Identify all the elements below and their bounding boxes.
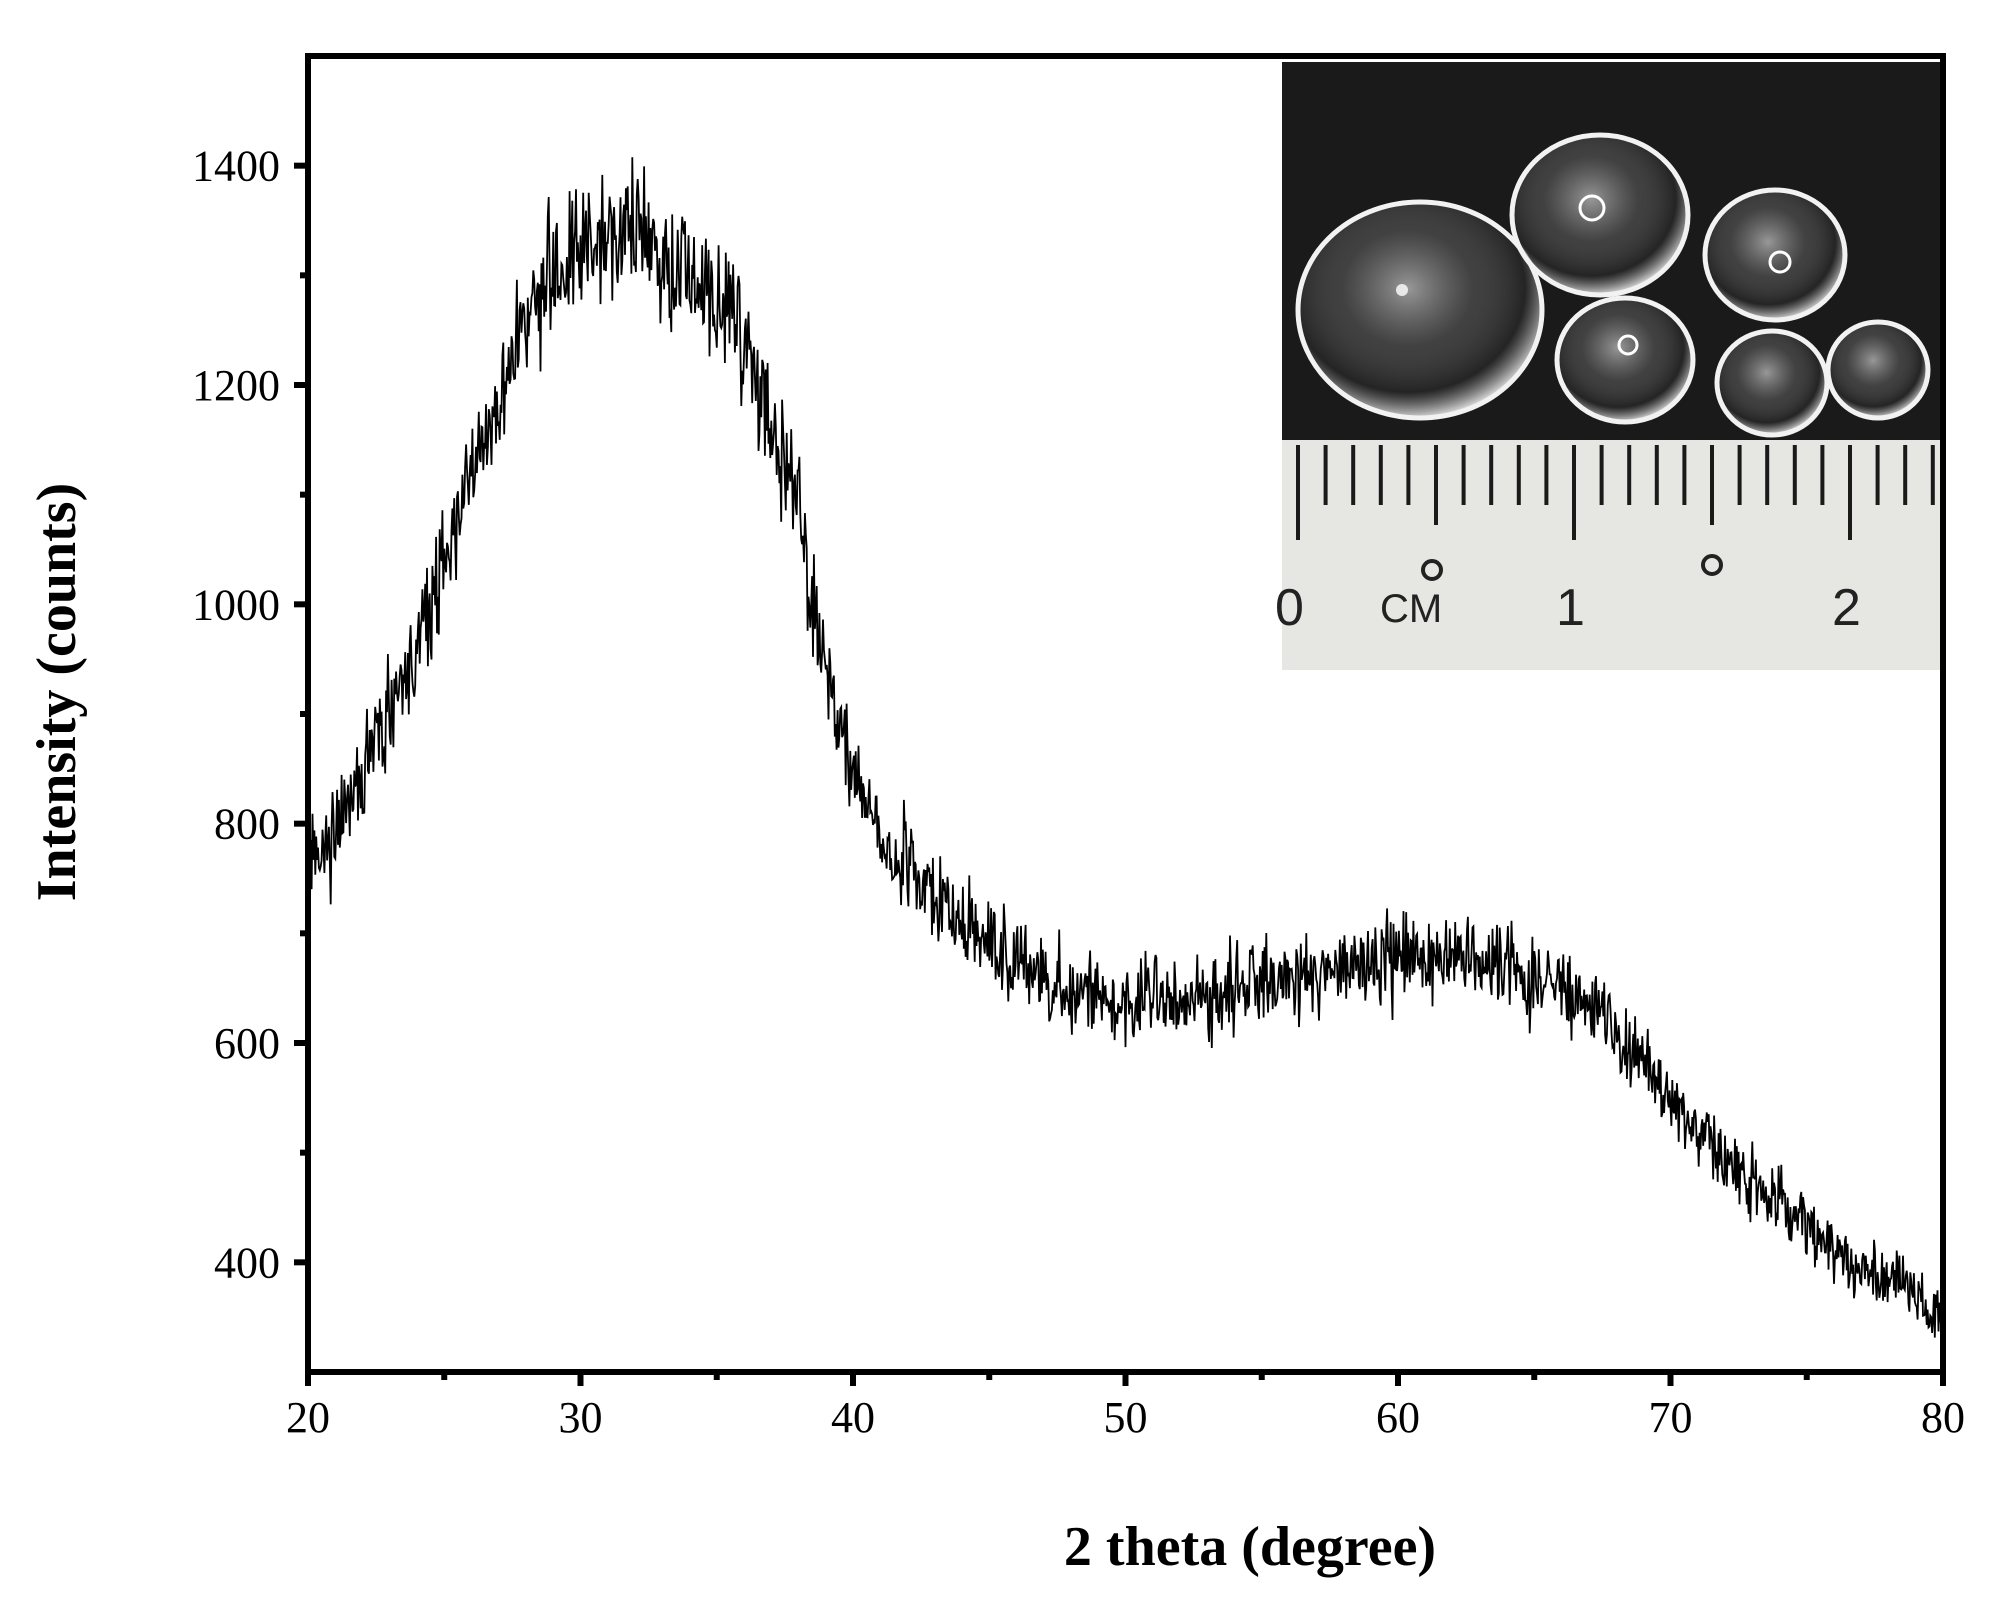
- glass-beads: [1295, 132, 1931, 438]
- glass-bead: [1825, 319, 1931, 421]
- ruler-body: [1282, 440, 1942, 670]
- y-tick-label: 600: [214, 1019, 280, 1068]
- x-tick-label: 60: [1376, 1393, 1420, 1442]
- x-tick-label: 50: [1104, 1393, 1148, 1442]
- y-tick-label: 400: [214, 1238, 280, 1287]
- x-tick-label: 40: [831, 1393, 875, 1442]
- x-tick-label: 80: [1921, 1393, 1965, 1442]
- x-tick-label: 70: [1649, 1393, 1693, 1442]
- glass-bead: [1295, 199, 1545, 421]
- ruler-ticks: [1296, 445, 1935, 540]
- x-tick-label: 20: [286, 1393, 330, 1442]
- y-tick-label: 1200: [192, 361, 280, 410]
- ruler-label-unit: CM: [1380, 587, 1442, 631]
- y-axis-title: Intensity (counts): [26, 483, 88, 901]
- ruler-hole: [1701, 554, 1723, 576]
- x-axis-title: 2 theta (degree): [1064, 1516, 1436, 1578]
- y-tick-label: 1400: [192, 142, 280, 191]
- y-tick-label: 800: [214, 800, 280, 849]
- axes: [294, 53, 1946, 1386]
- y-tick-label: 1000: [192, 580, 280, 629]
- glass-bead: [1554, 295, 1696, 425]
- ruler-label-2: 2: [1832, 579, 1861, 637]
- x-tick-label: 30: [559, 1393, 603, 1442]
- ruler-hole: [1421, 559, 1443, 581]
- glass-bead: [1714, 328, 1830, 438]
- ruler: 0 CM 1 2: [1275, 440, 1942, 670]
- inset-photo: 0 CM 1 2: [1275, 62, 1942, 670]
- ruler-label-0: 0: [1275, 579, 1304, 637]
- ruler-label-1: 1: [1556, 579, 1585, 637]
- series-line: [308, 157, 1943, 1338]
